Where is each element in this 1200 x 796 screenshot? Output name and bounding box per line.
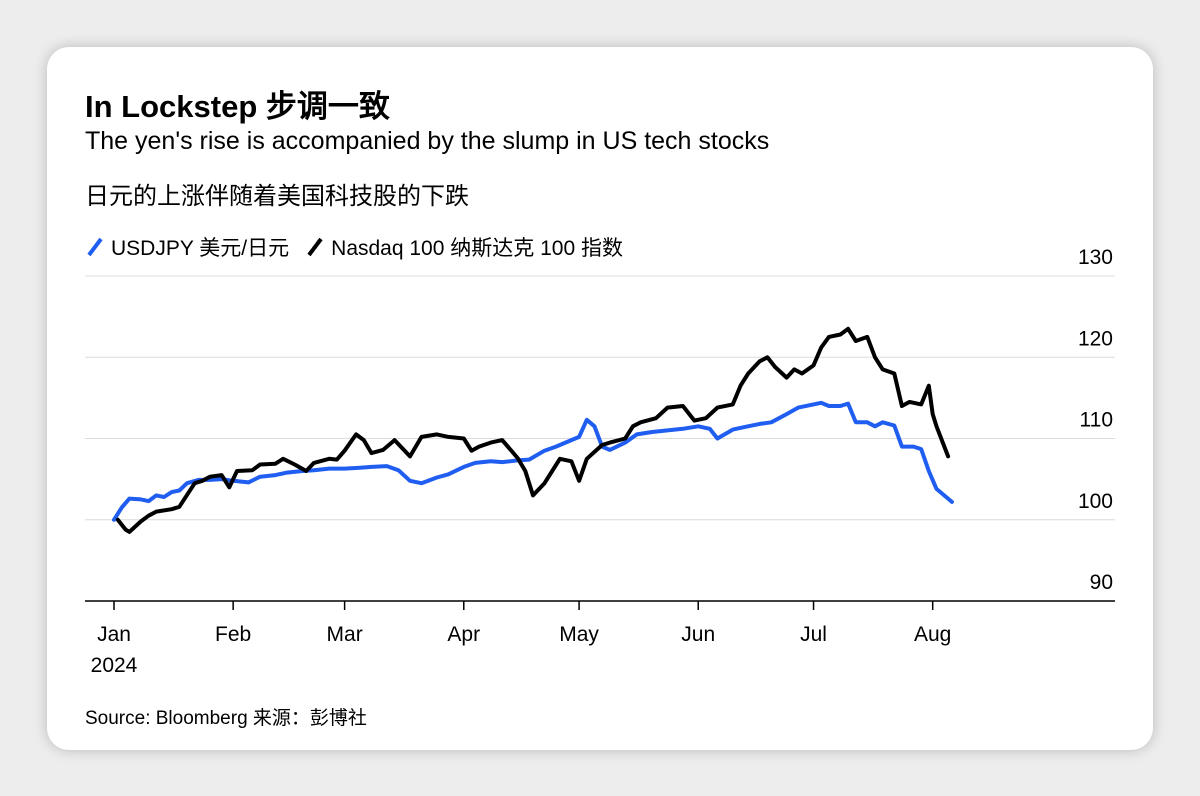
y-tick-label: 110 (1080, 409, 1113, 432)
x-tick-label: Jan (97, 623, 131, 646)
series-line-usdjpy (112, 400, 954, 522)
chart-card: In Lockstep 步调一致 The yen's rise is accom… (47, 47, 1153, 750)
line-chart: 130 120 110 100 90 Jan 2024 Feb Mar Apr May Jun Jul A… (85, 246, 1115, 677)
legend-label-usdjpy: USDJPY 美元/日元 (111, 237, 290, 260)
chart-title: In Lockstep 步调一致 (85, 89, 390, 124)
x-tick-label: Mar (327, 623, 363, 646)
x-tick-label: Aug (914, 623, 951, 646)
x-tick-label: Feb (215, 623, 251, 646)
x-tick-label: May (559, 623, 599, 646)
y-tick-label: 130 (1078, 246, 1113, 269)
y-tick-label: 120 (1078, 327, 1113, 350)
legend-swatch-usdjpy (87, 237, 103, 257)
x-tick-label: Jun (681, 623, 715, 646)
legend-swatch-nasdaq (307, 237, 323, 257)
source-note: Source: Bloomberg 来源：彭博社 (85, 708, 367, 729)
x-tick-label: Jul (800, 623, 827, 646)
legend-label-nasdaq: Nasdaq 100 纳斯达克 100 指数 (331, 237, 623, 260)
x-tick-label: Apr (447, 623, 480, 646)
chart-subtitle-chinese: 日元的上涨伴随着美国科技股的下跌 (85, 183, 469, 210)
x-tick-sublabel: 2024 (91, 654, 138, 677)
y-tick-label: 100 (1078, 490, 1113, 513)
legend-item-nasdaq: Nasdaq 100 纳斯达克 100 指数 (305, 232, 623, 262)
chart-subtitle-english: The yen's rise is accompanied by the slu… (85, 127, 770, 155)
y-tick-label: 90 (1090, 571, 1113, 594)
chart-legend: USDJPY 美元/日元 Nasdaq 100 纳斯达克 100 指数 (85, 232, 639, 262)
series-line-nasdaq (115, 326, 951, 534)
legend-item-usdjpy: USDJPY 美元/日元 (85, 232, 289, 262)
